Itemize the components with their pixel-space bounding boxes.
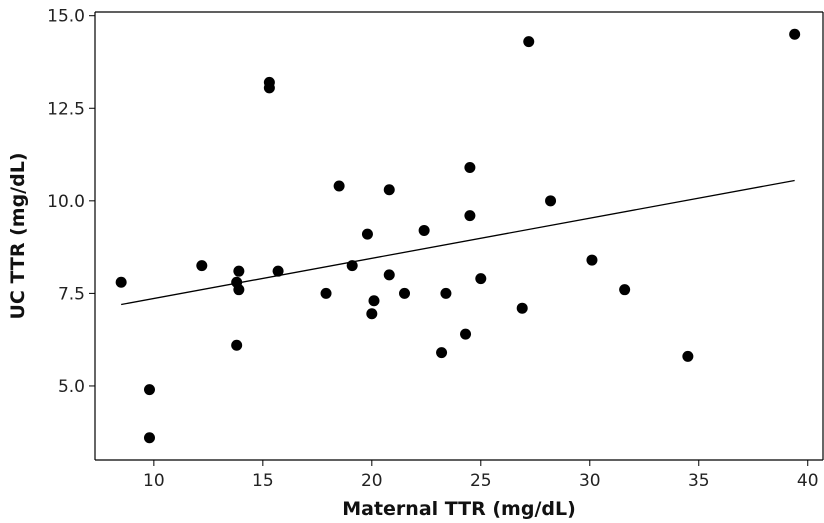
data-point [143,432,155,444]
y-axis-title: UC TTR (mg/dL) [7,152,29,319]
data-point [320,287,332,299]
data-point [346,260,358,272]
data-point [464,210,476,222]
x-tick-label: 40 [797,471,819,491]
data-point [383,269,395,281]
data-point [361,228,373,240]
y-tick-label: 12.5 [47,99,85,119]
data-point [399,287,411,299]
y-axis-ticks: 5.0 7.5 10.0 12.5 15.0 [47,7,95,397]
data-point [368,295,380,307]
x-axis-title: Maternal TTR (mg/dL) [342,498,576,520]
y-tick-label: 15.0 [47,7,85,27]
data-point [333,180,345,192]
data-point [682,350,694,362]
x-tick-label: 10 [143,471,165,491]
data-point [545,195,557,207]
x-tick-label: 35 [688,471,710,491]
data-point [586,254,598,266]
data-point [263,82,275,94]
y-tick-label: 10.0 [47,192,85,212]
data-point [460,328,472,340]
data-point [464,162,476,174]
data-point [523,36,535,48]
data-point [196,260,208,272]
data-point [418,224,430,236]
data-point [233,284,245,296]
data-point [272,265,284,277]
data-point [619,284,631,296]
data-point [115,276,127,288]
x-tick-label: 25 [470,471,492,491]
data-points [115,28,801,444]
data-point [366,308,378,320]
data-point [436,347,448,359]
data-point [789,28,801,40]
data-point [475,273,487,285]
data-point [440,287,452,299]
data-point [233,265,245,277]
x-axis-ticks: 10 15 20 25 30 35 40 [143,460,819,491]
x-tick-label: 30 [579,471,601,491]
x-tick-label: 20 [361,471,383,491]
data-point [231,339,243,351]
y-tick-label: 7.5 [58,284,85,304]
data-point [143,384,155,396]
x-tick-label: 15 [252,471,274,491]
trend-line [121,179,795,306]
data-point [516,302,528,314]
y-tick-label: 5.0 [58,377,85,397]
data-point [383,184,395,196]
